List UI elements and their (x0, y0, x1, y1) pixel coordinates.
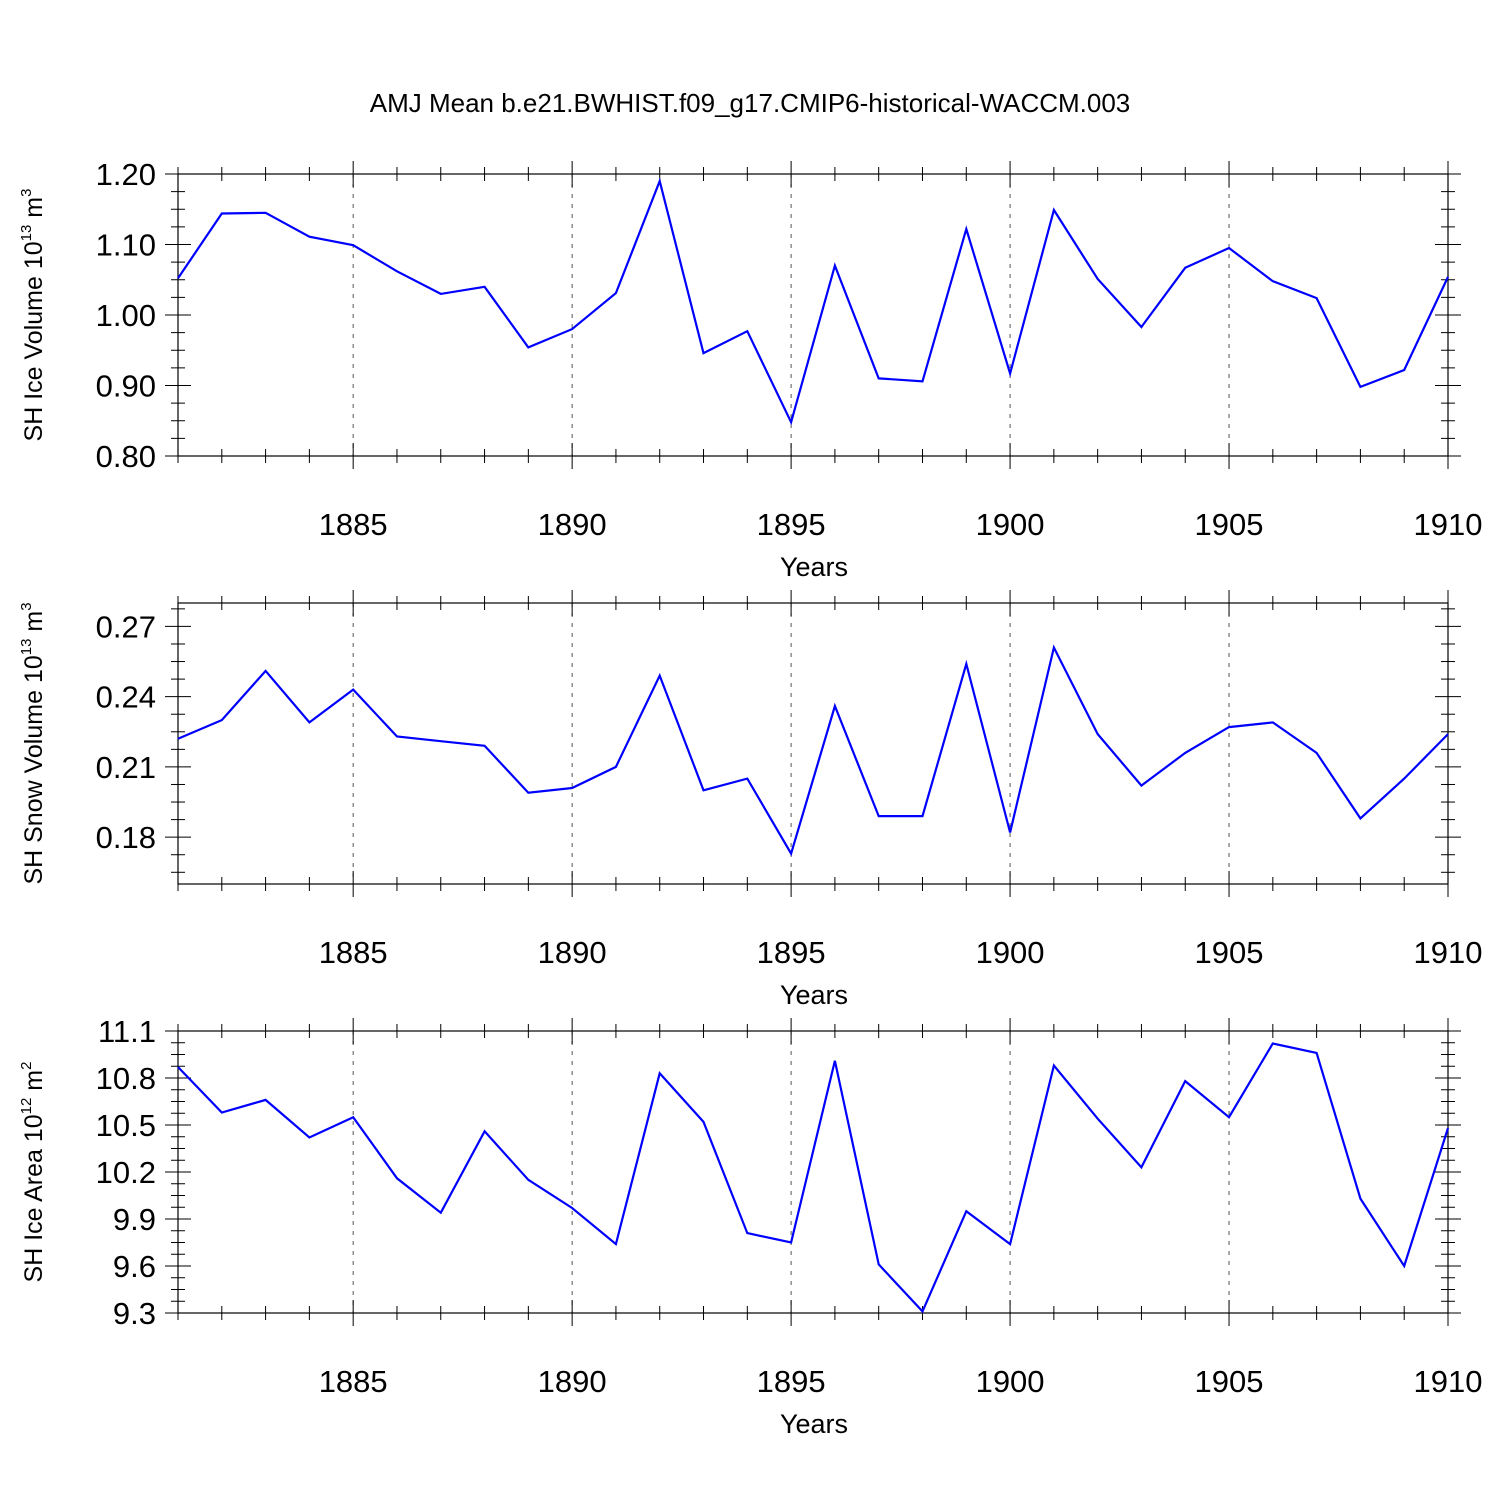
x-tick-label: 1905 (1195, 507, 1264, 542)
plot-frame (177, 602, 1449, 885)
y-tick-label: 0.24 (96, 680, 156, 715)
y-axis-label-part: 2 (18, 1062, 35, 1070)
series-line (177, 177, 1449, 426)
x-tick-label: 1890 (538, 935, 607, 970)
y-axis-label-part: SH Ice Area 10 (20, 1114, 48, 1282)
y-tick-label: 11.1 (98, 1014, 156, 1049)
y-tick-label: 0.21 (96, 750, 156, 785)
x-tick-label: 1900 (976, 507, 1045, 542)
panel-2: 0.27 0.24 0.21 0.18 1885 1890 1895 1900 1905 1910… (18, 590, 1482, 1010)
x-axis-label: Years (780, 980, 848, 1010)
panel-1: 1.20 1.10 1.00 0.90 0.80 1885 1890 1895 1900 1905… (18, 157, 1482, 582)
x-tick-label: 1900 (976, 935, 1045, 970)
plot-frame (177, 173, 1449, 457)
x-tick-label: 1895 (757, 935, 826, 970)
y-tick-label: 9.6 (113, 1249, 156, 1284)
x-tick-label: 1895 (757, 1364, 826, 1399)
y-tick-label: 0.18 (96, 820, 156, 855)
x-axis-label: Years (780, 552, 848, 582)
x-tick-label: 1900 (976, 1364, 1045, 1399)
panel-3: 11.1 10.8 10.5 10.2 9.9 9.6 9.3 1885 1890 1895 190… (18, 1014, 1482, 1439)
x-tick-label: 1910 (1414, 935, 1483, 970)
y-tick-label: 10.5 (96, 1108, 156, 1143)
x-tick-label: 1910 (1414, 507, 1483, 542)
y-axis-label-part: 12 (18, 1098, 35, 1115)
y-axis-label-part: 3 (18, 189, 35, 197)
x-tick-label: 1910 (1414, 1364, 1483, 1399)
y-tick-label: 1.20 (96, 157, 156, 192)
y-axis-label-part: m (20, 611, 48, 639)
x-tick-label: 1885 (319, 507, 388, 542)
y-axis-label-part: 13 (18, 225, 35, 242)
plot-frame (177, 1030, 1449, 1314)
x-tick-label: 1890 (538, 1364, 607, 1399)
y-tick-label: 9.3 (113, 1296, 156, 1331)
x-axis-label: Years (780, 1409, 848, 1439)
y-axis-label-part: m (20, 1070, 48, 1098)
y-tick-label: 10.2 (96, 1155, 156, 1190)
y-axis-label: SH Ice Area 1012 m2 (18, 1062, 48, 1283)
x-tick-label: 1885 (319, 1364, 388, 1399)
y-tick-label: 9.9 (113, 1202, 156, 1237)
chart-title: AMJ Mean b.e21.BWHIST.f09_g17.CMIP6-hist… (370, 88, 1131, 118)
y-axis-label-part: SH Ice Volume 10 (20, 241, 48, 441)
y-tick-label: 0.80 (96, 439, 156, 474)
y-tick-label: 0.90 (96, 369, 156, 404)
y-tick-label: 0.27 (96, 609, 156, 644)
y-axis-label-part: 3 (18, 602, 35, 610)
y-axis-label-part: SH Snow Volume 10 (20, 655, 48, 884)
y-axis-label-part: m (20, 197, 48, 225)
x-tick-label: 1905 (1195, 1364, 1264, 1399)
y-tick-label: 1.00 (96, 298, 156, 333)
series-line (177, 1042, 1450, 1314)
chart-panels: 1.20 1.10 1.00 0.90 0.80 1885 1890 1895 1900 1905… (18, 157, 1482, 1439)
y-axis-label-part: 13 (18, 639, 35, 656)
y-axis-label: SH Ice Volume 1013 m3 (18, 189, 48, 442)
x-tick-label: 1905 (1195, 935, 1264, 970)
x-tick-label: 1885 (319, 935, 388, 970)
x-tick-label: 1895 (757, 507, 826, 542)
series-line (177, 644, 1449, 857)
x-tick-label: 1890 (538, 507, 607, 542)
y-tick-label: 10.8 (96, 1061, 156, 1096)
y-tick-label: 1.10 (96, 228, 156, 263)
y-axis-label: SH Snow Volume 1013 m3 (18, 602, 48, 884)
